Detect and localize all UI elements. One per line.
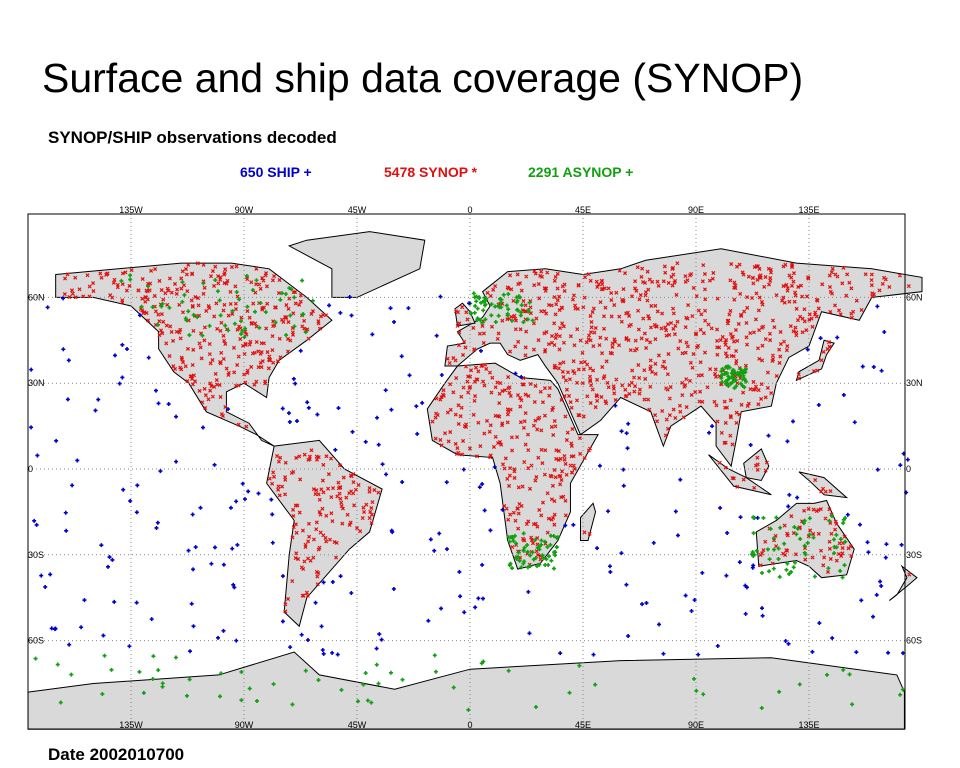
ship-points	[29, 294, 910, 657]
latitude-label: 60N	[28, 292, 45, 302]
longitude-label: 45W	[348, 205, 367, 215]
latitude-label: 0	[28, 464, 33, 474]
longitude-label: 135W	[119, 205, 143, 215]
axis-labels: 135W 135W 90W 90W 45W 45W 0 0 45E 45E 90E 90E 135E 13…	[28, 205, 923, 730]
landmass	[287, 231, 426, 298]
landmass	[889, 564, 918, 601]
latitude-label: 0	[906, 464, 911, 474]
landmass	[27, 651, 905, 730]
longitude-label: 45E	[575, 720, 591, 730]
longitude-label: 135W	[119, 720, 143, 730]
landmass	[55, 262, 333, 447]
latitude-label: 30S	[28, 550, 44, 560]
synop-points	[62, 261, 912, 614]
land	[27, 231, 923, 730]
legend-synop: 5478 SYNOP *	[384, 164, 478, 180]
latitude-label: 60S	[906, 636, 922, 646]
latitude-label: 60S	[28, 636, 44, 646]
longitude-label: 90W	[235, 205, 254, 215]
longitude-label: 45E	[575, 205, 591, 215]
latitude-label: 30S	[906, 550, 922, 560]
longitude-label: 90W	[235, 720, 254, 730]
subtitle: SYNOP/SHIP observations decoded	[48, 128, 337, 147]
landmass	[444, 248, 923, 468]
landmass	[579, 502, 597, 541]
observations	[29, 261, 912, 712]
legend-asynop: 2291 ASYNOP +	[528, 164, 633, 180]
longitude-label: 90E	[688, 205, 704, 215]
longitude-label: 90E	[688, 720, 704, 730]
longitude-label: 135E	[798, 205, 819, 215]
longitude-label: 0	[467, 205, 472, 215]
longitude-label: 0	[467, 720, 472, 730]
latitude-label: 30N	[28, 378, 45, 388]
latitude-label: 60N	[906, 292, 923, 302]
date: Date 2002010700	[48, 745, 184, 764]
landmass	[798, 471, 849, 499]
longitude-label: 45W	[348, 720, 367, 730]
title: Surface and ship data coverage (SYNOP)	[42, 55, 803, 101]
map-frame	[27, 213, 906, 730]
landmass	[266, 439, 383, 628]
asynop-points	[33, 273, 905, 712]
latitude-label: 30N	[906, 378, 923, 388]
longitude-label: 135E	[798, 720, 819, 730]
legend-ship: 650 SHIP +	[240, 164, 312, 180]
